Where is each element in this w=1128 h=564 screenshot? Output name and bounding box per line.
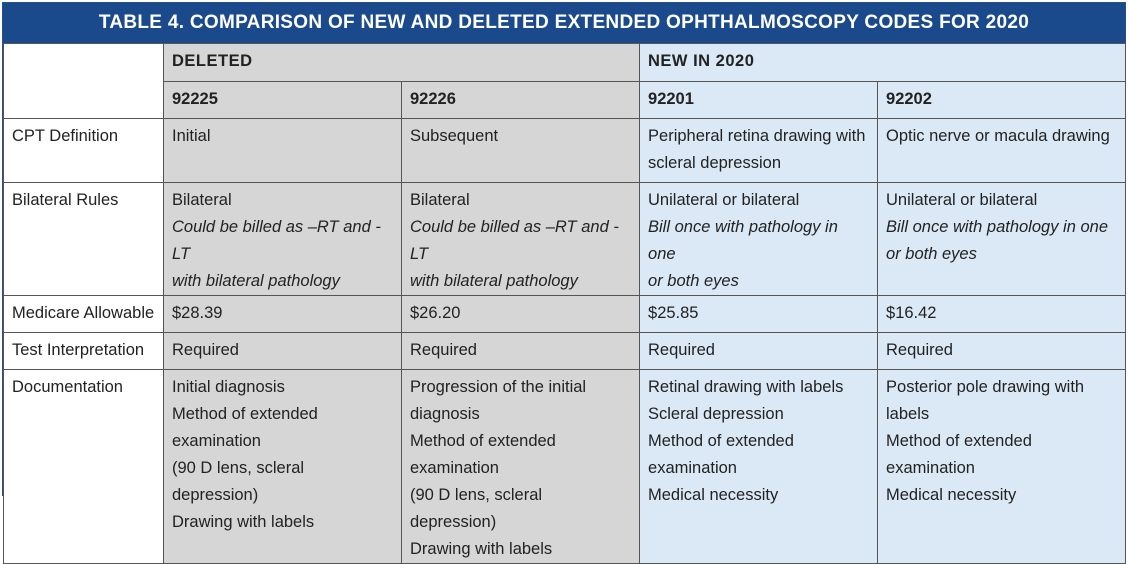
table-cell: Required — [163, 332, 402, 370]
cell-text-line: Method of extended examination — [410, 432, 556, 477]
cell-text-line: $25.85 — [648, 304, 699, 322]
cell-text-line: Bilateral — [172, 191, 232, 209]
table-cell: Bilateral Could be billed as –RT and -LT w… — [163, 182, 402, 296]
cell-text-line: Method of extended examination — [886, 432, 1032, 477]
table-cell: Unilateral or bilateral Bill once with pa… — [639, 182, 879, 296]
cell-text-line: (90 D lens, scleral depression) — [172, 459, 305, 504]
cell-text-line: Subsequent — [410, 127, 499, 145]
group-header-row: DELETED NEW IN 2020 — [3, 43, 1127, 119]
cell-text-line: $28.39 — [172, 304, 223, 322]
corner-cell — [3, 43, 164, 119]
cell-note-line: Bill once with pathology in one — [886, 218, 1108, 236]
table-cell: Bilateral Could be billed as –RT and -LT w… — [400, 182, 641, 296]
cell-text-line: Required — [886, 341, 953, 359]
table-row-medicare-allowable: Medicare Allowable $28.39 $26.20 $25.85 $16.… — [3, 295, 1127, 333]
table-row-documentation: Documentation Initial diagnosis Method of … — [3, 369, 1127, 564]
cell-text-line: Unilateral or bilateral — [648, 191, 800, 209]
cell-text-line: Unilateral or bilateral — [886, 191, 1038, 209]
cell-text-line: Initial diagnosis — [172, 378, 285, 396]
cell-note-line: Could be billed as –RT and -LT — [410, 218, 619, 263]
table-cell: $26.20 — [400, 295, 641, 333]
row-label: CPT Definition — [3, 118, 164, 183]
group-header-deleted: DELETED — [162, 43, 641, 82]
code-header-92202: 92202 — [877, 81, 1127, 119]
table-cell: Required — [400, 332, 641, 370]
table-row-cpt-definition: CPT Definition Initial Subsequent Periphera… — [3, 118, 1127, 183]
table-cell: Posterior pole drawing with labels Method … — [877, 369, 1127, 564]
cell-text-line: Posterior pole drawing with — [886, 378, 1085, 396]
row-label: Documentation — [3, 369, 164, 564]
table-cell: $25.85 — [639, 295, 879, 333]
table-cell: Optic nerve or macula drawing — [877, 118, 1127, 183]
cell-text-line: Required — [172, 341, 239, 359]
row-label: Test Interpretation — [3, 332, 164, 370]
group-header-new: NEW IN 2020 — [639, 43, 1127, 82]
cell-text-line: Peripheral retina drawing with — [648, 127, 866, 145]
cell-text-line: Required — [410, 341, 477, 359]
cell-text-line: Progression of the initial — [410, 378, 587, 396]
code-header-row: 92225 92226 92201 92202 — [4, 81, 1127, 119]
cell-text-line: $26.20 — [410, 304, 461, 322]
cell-text-line: Method of extended examination — [648, 432, 794, 477]
cell-text-line: Method of extended examination — [172, 405, 318, 450]
table-row-bilateral-rules: Bilateral Rules Bilateral Could be billed … — [3, 182, 1127, 296]
cell-text-line: labels — [886, 405, 930, 423]
cell-text-line: Required — [648, 341, 715, 359]
cell-text-line: Drawing with labels — [172, 513, 315, 531]
cell-text-line: diagnosis — [410, 405, 480, 423]
table-cell: Progression of the initial diagnosis Metho… — [400, 369, 641, 564]
table-title: TABLE 4. COMPARISON OF NEW AND DELETED E… — [3, 3, 1125, 43]
table-cell: Initial diagnosis Method of extended exam… — [163, 369, 402, 564]
cell-text-line: Medical necessity — [886, 486, 1017, 504]
cell-text-line: Retinal drawing with labels — [648, 378, 844, 396]
table-row-test-interpretation: Test Interpretation Required Required Requi… — [3, 332, 1127, 370]
table-cell: Unilateral or bilateral Bill once with pa… — [877, 182, 1127, 296]
cell-note-line: with bilateral pathology — [410, 272, 578, 290]
table-cell: Peripheral retina drawing with scleral de… — [639, 118, 879, 183]
cell-note-line: Could be billed as –RT and -LT — [172, 218, 381, 263]
cell-note-line: or both eyes — [886, 245, 977, 263]
cell-note-line: or both eyes — [648, 272, 739, 290]
table-cell: Retinal drawing with labels Scleral depre… — [639, 369, 879, 564]
row-label: Medicare Allowable — [3, 295, 164, 333]
table-cell: Subsequent — [400, 118, 641, 183]
code-header-92225: 92225 — [163, 81, 402, 119]
code-header-92226: 92226 — [400, 81, 641, 119]
cell-text-line: Initial — [172, 127, 211, 145]
table-cell: $16.42 — [877, 295, 1127, 333]
cell-text-line: scleral depression — [648, 154, 781, 172]
cell-text-line: Drawing with labels — [410, 540, 553, 558]
cell-note-line: Bill once with pathology in one — [648, 218, 838, 263]
cell-text-line: Optic nerve or macula drawing — [886, 127, 1110, 145]
cell-note-line: with bilateral pathology — [172, 272, 340, 290]
cell-text-line: (90 D lens, scleral depression) — [410, 486, 543, 531]
table-cell: Initial — [163, 118, 402, 183]
comparison-table: DELETED NEW IN 2020 92225 92226 92201 92… — [3, 43, 1127, 564]
cell-text-line: Medical necessity — [648, 486, 779, 504]
table-cell: Required — [877, 332, 1127, 370]
cell-text-line: Bilateral — [410, 191, 470, 209]
row-label: Bilateral Rules — [3, 182, 164, 296]
table-cell: Required — [639, 332, 879, 370]
table-cell: $28.39 — [163, 295, 402, 333]
cell-text-line: Scleral depression — [648, 405, 784, 423]
code-header-92201: 92201 — [639, 81, 879, 119]
cell-text-line: $16.42 — [886, 304, 937, 322]
